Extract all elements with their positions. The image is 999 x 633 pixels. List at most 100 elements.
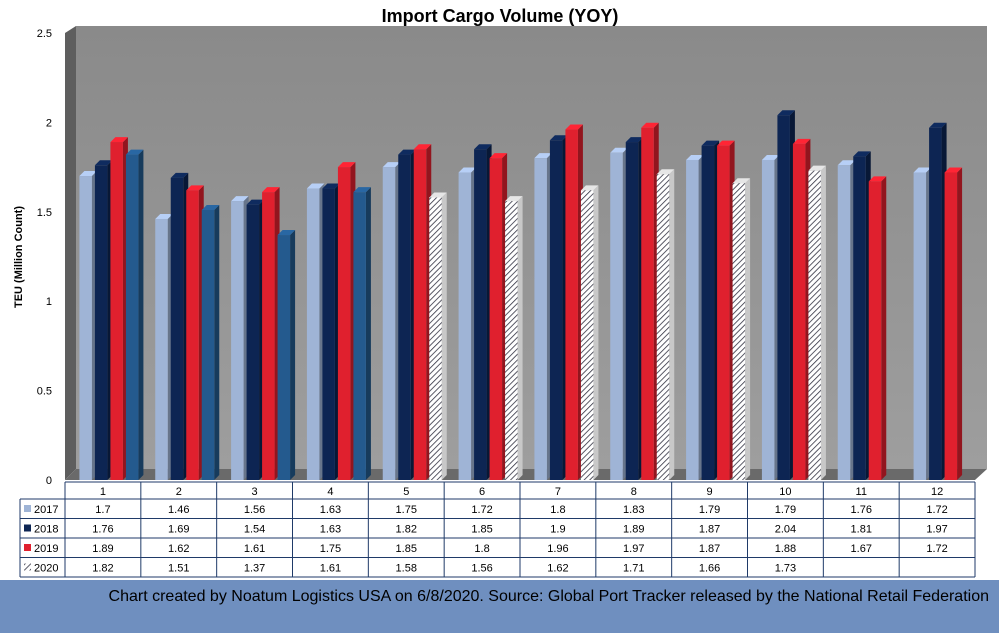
category-label: 3 bbox=[252, 486, 258, 498]
bar-top bbox=[125, 149, 144, 155]
bar-face bbox=[913, 172, 927, 481]
data-label: 1.7 bbox=[95, 504, 110, 516]
bar-2018-11 bbox=[853, 151, 871, 480]
data-label: 1.85 bbox=[396, 543, 417, 555]
y-tick-label: 1 bbox=[46, 296, 52, 308]
bar-face bbox=[125, 154, 139, 481]
legend-label-2017: 2017 bbox=[34, 504, 58, 516]
data-label: 2.04 bbox=[775, 524, 796, 536]
bar-face bbox=[413, 149, 427, 480]
bar-2018-2 bbox=[170, 172, 189, 480]
data-label: 1.76 bbox=[851, 504, 872, 516]
bar-face bbox=[625, 142, 639, 480]
bar-2019-6 bbox=[489, 153, 508, 480]
bar-top bbox=[777, 110, 795, 116]
bar-top bbox=[625, 137, 644, 143]
bar-2020-4 bbox=[353, 187, 371, 480]
category-label: 7 bbox=[555, 486, 561, 498]
data-label: 1.79 bbox=[775, 504, 796, 516]
bar-top bbox=[170, 172, 189, 178]
bar-face bbox=[322, 188, 335, 480]
data-label: 1.96 bbox=[547, 543, 568, 555]
bar-top bbox=[580, 185, 599, 191]
bar-face bbox=[155, 218, 168, 480]
legend-label-2019: 2019 bbox=[34, 543, 58, 555]
bar-face bbox=[94, 165, 108, 480]
bar-2017-12 bbox=[913, 167, 932, 481]
data-label: 1.54 bbox=[244, 524, 265, 536]
bar-2020-8 bbox=[656, 169, 675, 480]
bar-top bbox=[853, 151, 871, 157]
category-label: 12 bbox=[931, 486, 943, 498]
bar-top bbox=[382, 162, 401, 168]
bar-face bbox=[353, 192, 366, 480]
bar-side bbox=[669, 169, 675, 480]
bar-top bbox=[641, 122, 659, 128]
bar-face bbox=[929, 127, 942, 480]
bar-top bbox=[186, 185, 204, 191]
data-label: 1.46 bbox=[168, 504, 189, 516]
bar-face bbox=[79, 176, 92, 481]
category-label: 1 bbox=[100, 486, 106, 498]
footer-banner: Chart created by Noatum Logistics USA on… bbox=[0, 580, 999, 633]
bar-top bbox=[155, 213, 173, 219]
data-label: 1.72 bbox=[926, 504, 947, 516]
bar-2019-1 bbox=[110, 137, 128, 480]
bar-2017-6 bbox=[458, 167, 477, 481]
bar-2018-6 bbox=[474, 144, 492, 480]
bar-top bbox=[686, 154, 704, 160]
bar-2018-8 bbox=[625, 137, 644, 480]
bar-2017-7 bbox=[534, 153, 552, 480]
data-label: 1.97 bbox=[926, 524, 947, 536]
bar-face bbox=[277, 235, 291, 480]
bar-face bbox=[534, 158, 547, 480]
bar-2018-12 bbox=[929, 122, 947, 480]
bar-2018-3 bbox=[246, 199, 265, 480]
bar-side bbox=[820, 165, 826, 480]
bar-2018-1 bbox=[94, 160, 113, 480]
bar-top bbox=[231, 196, 249, 202]
category-label: 9 bbox=[707, 486, 713, 498]
bar-face bbox=[761, 159, 775, 480]
data-label: 1.83 bbox=[623, 504, 644, 516]
bar-face bbox=[792, 143, 806, 480]
data-label: 1.87 bbox=[699, 543, 720, 555]
legend-key-2020 bbox=[24, 563, 31, 571]
floor bbox=[65, 469, 987, 480]
bar-face bbox=[944, 172, 958, 481]
data-label: 1.72 bbox=[926, 543, 947, 555]
bar-2019-8 bbox=[641, 122, 659, 480]
legend-key-2018 bbox=[24, 524, 31, 532]
bar-face bbox=[565, 129, 578, 480]
bar-2020-7 bbox=[580, 185, 599, 480]
bar-2018-5 bbox=[398, 149, 416, 481]
bar-face bbox=[337, 167, 351, 480]
data-label: 1.82 bbox=[92, 563, 113, 575]
bar-top bbox=[913, 167, 932, 173]
y-tick-label: 0 bbox=[46, 475, 52, 487]
data-label: 1.58 bbox=[396, 563, 417, 575]
data-label: 1.89 bbox=[623, 524, 644, 536]
bar-top bbox=[792, 138, 811, 144]
bar-top bbox=[732, 178, 751, 184]
bar-face bbox=[306, 188, 320, 480]
bar-face bbox=[686, 159, 699, 480]
bar-face bbox=[246, 204, 260, 480]
data-label: 1.63 bbox=[320, 504, 341, 516]
bar-face bbox=[398, 154, 411, 481]
bar-top bbox=[79, 171, 97, 177]
category-label: 11 bbox=[856, 486, 867, 498]
bar-top bbox=[201, 205, 220, 211]
bar-side bbox=[441, 192, 447, 480]
bar-face bbox=[489, 158, 503, 480]
bar-face bbox=[201, 210, 215, 480]
bar-2019-2 bbox=[186, 185, 204, 480]
bar-2018-4 bbox=[322, 183, 340, 480]
category-label: 6 bbox=[479, 486, 485, 498]
bar-top bbox=[413, 144, 432, 150]
bar-2020-10 bbox=[808, 165, 826, 480]
bar-top bbox=[534, 153, 552, 159]
data-label: 1.37 bbox=[244, 563, 265, 575]
bar-side bbox=[214, 205, 220, 480]
bar-face bbox=[853, 156, 866, 480]
